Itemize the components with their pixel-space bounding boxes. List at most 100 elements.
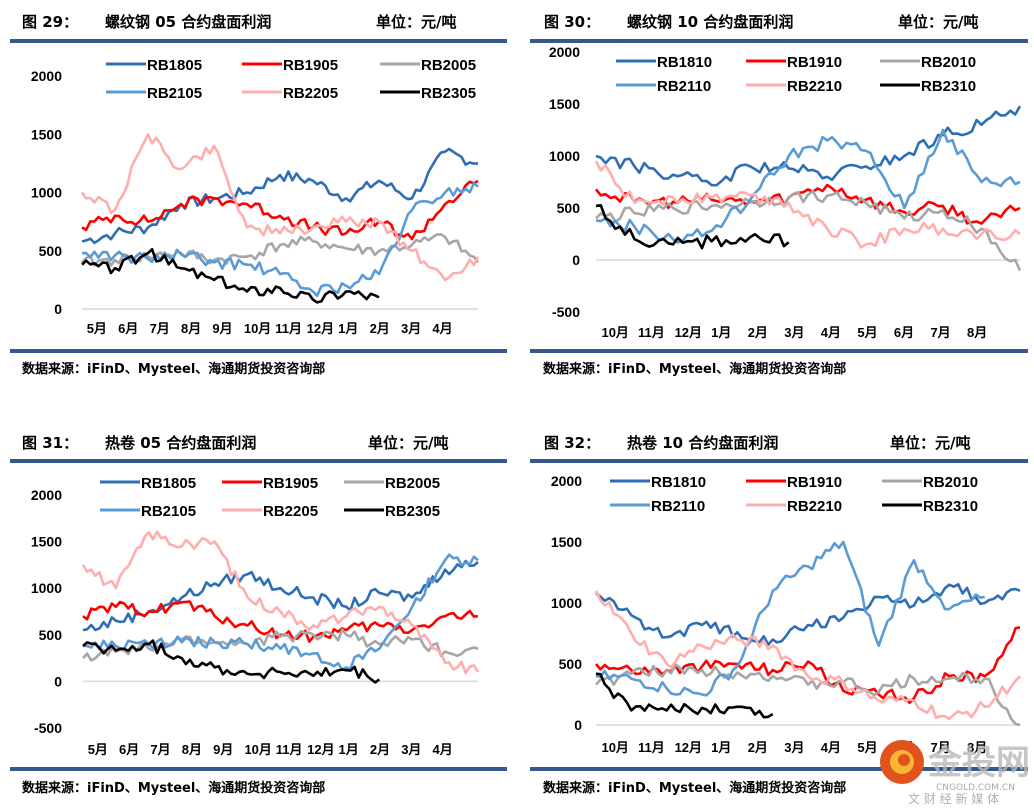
series-line-RB2205 [81, 530, 480, 675]
x-tick-label: 10月 [244, 321, 271, 336]
x-tick-label: 1月 [711, 740, 731, 755]
x-tick-label: 11月 [275, 321, 302, 336]
legend-label: RB1910 [787, 474, 842, 491]
y-tick-label: -500 [552, 304, 580, 320]
x-tick-label: 1月 [338, 742, 358, 757]
x-tick-label: 7月 [150, 321, 170, 336]
series-line-RB2005 [82, 628, 479, 662]
x-tick-label: 6月 [119, 742, 139, 757]
legend-label: RB1810 [657, 54, 712, 71]
series-line-RB2110 [595, 540, 985, 697]
fig30-unit: 单位：元/吨 [898, 13, 979, 31]
fig30-source: 数据来源：iFinD、Mysteel、海通期货投资咨询部 [543, 362, 847, 377]
fig32-top-rule [530, 459, 1028, 463]
y-tick-label: 500 [39, 243, 63, 259]
series-line-RB2210 [594, 590, 1021, 721]
series-line-RB2310 [595, 204, 790, 250]
x-tick-label: 5月 [88, 742, 108, 757]
y-tick-label: 1000 [31, 580, 62, 596]
x-tick-label: 4月 [821, 740, 841, 755]
y-tick-label: 1500 [549, 96, 580, 112]
series-line-RB1805 [81, 147, 479, 245]
x-tick-label: 11月 [638, 325, 665, 340]
fig30-title: 螺纹钢 10 合约盘面利润 [627, 13, 794, 31]
x-tick-label: 12月 [307, 321, 334, 336]
fig32-unit: 单位：元/吨 [890, 434, 971, 452]
x-tick-label: 9月 [213, 742, 233, 757]
fig29-source: 数据来源：iFinD、Mysteel、海通期货投资咨询部 [22, 362, 326, 377]
fig31-label: 图 31： [22, 434, 79, 452]
fig30-chart: 2000 1500 1000 500 0 -500 10月 11月 12月 1月 2月 3月 4月 5月 6… [549, 44, 1022, 340]
x-tick-label: 2月 [748, 325, 768, 340]
legend-label: RB2210 [787, 78, 842, 95]
series-line-RB2105 [82, 181, 479, 298]
x-tick-label: 8月 [967, 740, 987, 755]
legend-label: RB2210 [787, 498, 842, 515]
x-tick-label: 8月 [967, 325, 987, 340]
legend-label: RB2010 [923, 474, 978, 491]
series-line-RB2005 [81, 233, 480, 267]
series-line-RB2110 [595, 128, 1021, 244]
y-tick-label: 1000 [31, 185, 62, 201]
x-tick-label: 4月 [821, 325, 841, 340]
x-tick-label: 1月 [338, 321, 358, 336]
y-tick-label: 2000 [31, 68, 62, 84]
series-line-RB2305 [81, 248, 380, 304]
fig29-label: 图 29： [22, 13, 79, 31]
fig31-title: 热卷 05 合约盘面利润 [105, 434, 257, 452]
legend-label: RB2005 [385, 475, 440, 492]
legend-label: RB2005 [421, 57, 476, 74]
watermark-site: CNGOLD.COM.CN [936, 783, 1015, 793]
legend-label: RB1805 [141, 475, 196, 492]
x-tick-label: 2月 [370, 321, 390, 336]
legend-label: RB2110 [651, 498, 705, 515]
x-tick-label: 7月 [150, 742, 170, 757]
y-tick-label: 2000 [31, 487, 62, 503]
y-tick-label: 1500 [551, 534, 582, 550]
x-tick-label: 2月 [748, 740, 768, 755]
x-tick-label: 2月 [370, 742, 390, 757]
legend-label: RB2305 [421, 85, 476, 102]
x-tick-label: 12月 [307, 742, 334, 757]
y-tick-label: 0 [574, 717, 582, 733]
fig29-bottom-rule [10, 349, 507, 353]
x-tick-label: 5月 [857, 740, 877, 755]
y-tick-label: 500 [559, 656, 583, 672]
fig29-top-rule [10, 39, 507, 43]
fig29-chart: 2000 1500 1000 500 0 5月 6月 7月 8月 9月 10月 11月 12月 1月 2月 3… [31, 57, 480, 336]
fig32-label: 图 32： [544, 434, 601, 452]
series-line-RB2305 [82, 639, 381, 684]
legend-label: RB2105 [141, 503, 196, 520]
y-tick-label: 1500 [31, 534, 62, 550]
legend-label: RB1910 [787, 54, 842, 71]
fig32-chart: 200015001000500010月11月12月1月2月3月4月5月6月7月8… [551, 473, 1021, 755]
fig30-top-rule [530, 39, 1028, 43]
fig31-chart: 2000 1500 1000 500 0 -500 5月 6月 7月 8月 9月 10月 11月 12月 1… [31, 475, 480, 757]
series-line-RB2210 [594, 160, 1021, 249]
y-tick-label: 500 [557, 200, 581, 216]
y-tick-label: 1000 [549, 148, 580, 164]
legend-label: RB1905 [263, 475, 318, 492]
series-line-RB2310 [595, 672, 774, 719]
y-tick-label: 500 [39, 627, 63, 643]
series-line-RB1810 [595, 105, 1022, 187]
x-tick-label: 9月 [212, 321, 232, 336]
y-tick-label: -500 [34, 720, 62, 736]
fig30-bottom-rule [530, 349, 1028, 353]
y-tick-label: 1500 [31, 126, 62, 142]
series-line-RB2205 [80, 133, 480, 282]
x-tick-label: 12月 [675, 325, 702, 340]
y-tick-label: 0 [572, 252, 580, 268]
y-tick-label: 2000 [549, 44, 580, 60]
y-tick-label: 1000 [551, 595, 582, 611]
y-tick-label: 0 [54, 673, 62, 689]
legend-label: RB1905 [283, 57, 338, 74]
fig32-title: 热卷 10 合约盘面利润 [627, 434, 779, 452]
series-line-RB1910 [594, 626, 1021, 705]
legend-label: RB1810 [651, 474, 706, 491]
series-line-RB2010 [595, 663, 1021, 727]
x-tick-label: 4月 [432, 321, 452, 336]
x-tick-label: 7月 [930, 325, 950, 340]
x-tick-label: 5月 [857, 325, 877, 340]
legend-label: RB2205 [283, 85, 338, 102]
